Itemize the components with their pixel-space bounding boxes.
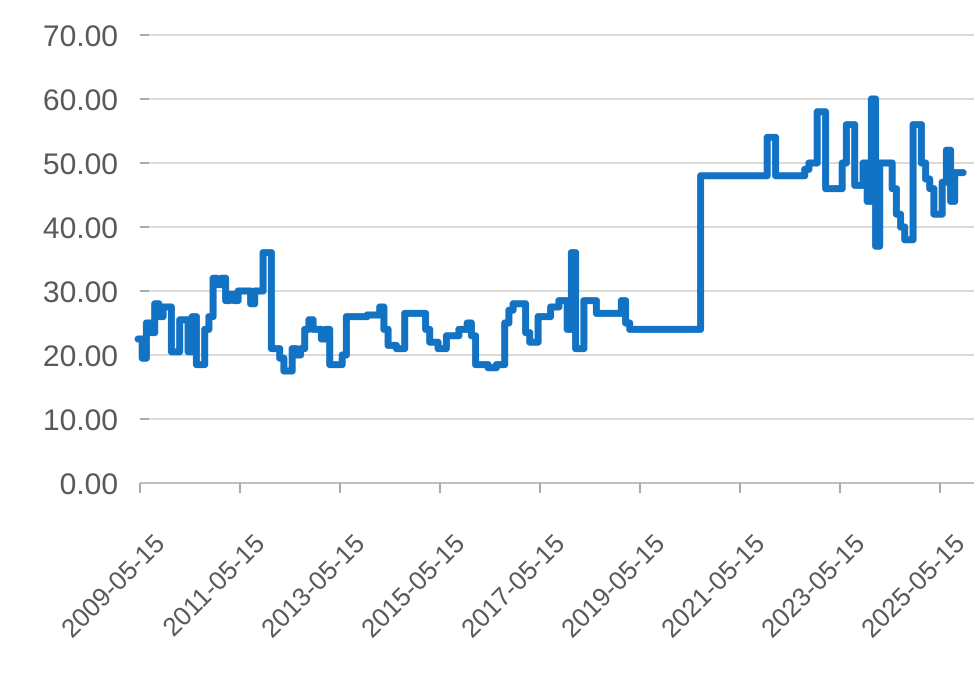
- x-axis-label: 2009-05-15: [55, 528, 170, 643]
- y-axis-label: 30.00: [43, 276, 118, 309]
- series-line: [134, 95, 967, 375]
- y-axis-label: 70.00: [43, 20, 118, 53]
- y-axis-label: 60.00: [43, 84, 118, 117]
- y-axis-label: 50.00: [43, 148, 118, 181]
- x-axis-label: 2015-05-15: [355, 528, 470, 643]
- x-axis-label: 2019-05-15: [555, 528, 670, 643]
- y-axis-label: 10.00: [43, 404, 118, 437]
- x-axis-label: 2025-05-15: [855, 528, 970, 643]
- x-axis-label: 2017-05-15: [455, 528, 570, 643]
- x-axis-label: 2013-05-15: [255, 528, 370, 643]
- x-axis-label: 2023-05-15: [755, 528, 870, 643]
- y-axis-label: 20.00: [43, 340, 118, 373]
- x-axis-label: 2021-05-15: [655, 528, 770, 643]
- y-axis-label: 0.00: [60, 468, 118, 501]
- x-axis-label: 2011-05-15: [156, 528, 270, 642]
- y-axis-label: 40.00: [43, 212, 118, 245]
